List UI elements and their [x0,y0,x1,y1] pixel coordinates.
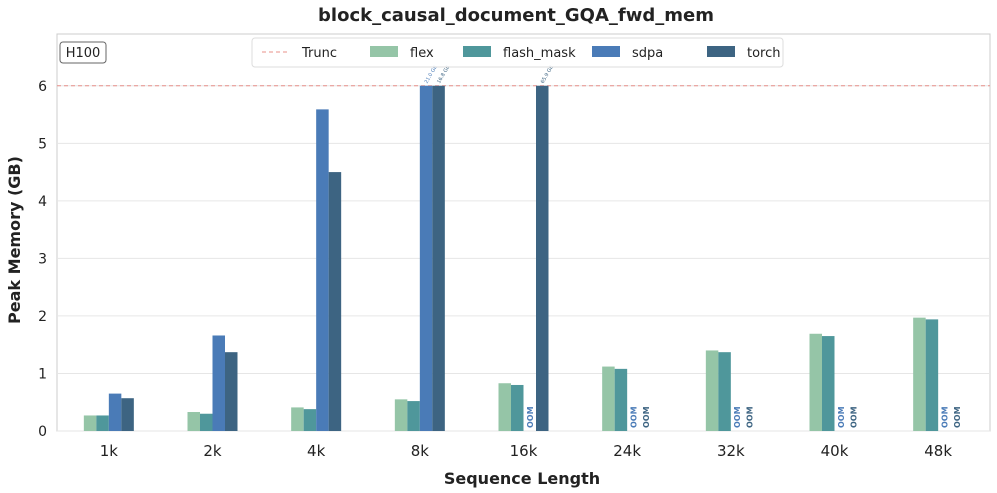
x-axis-ticks: 1k 2k 4k 8k 16k 24k 32k 40k 48k [100,442,953,460]
bar-flex-24k [602,366,615,431]
bar-flex-32k [705,350,719,431]
bar-flex-8k [394,399,408,431]
legend: Trunc flex flash_mask sdpa torch [251,37,784,68]
legend-swatch [592,46,620,57]
legend-label: flex [410,46,434,61]
bar-flex-4k [291,407,304,431]
x-tick-label: 48k [924,442,952,460]
bar-sdpa-8k [419,85,433,432]
legend-label: sdpa [632,46,663,61]
y-tick-label: 2 [38,309,47,325]
oom-label: OOM [629,406,638,428]
bar-flash_mask-32k [718,352,731,431]
x-tick-label: 1k [100,442,119,460]
legend-item-sdpa: sdpa [592,46,663,61]
bar-flex-16k [498,383,511,431]
y-tick-label: 6 [38,79,47,95]
bar-sdpa-4k [316,109,329,431]
bar-flex-48k [913,317,926,431]
legend-label: torch [747,46,781,61]
bar-flash_mask-24k [614,368,628,431]
x-tick-label: 2k [203,442,222,460]
hw-badge-box [59,41,107,64]
oom-label: OOM [746,406,755,428]
x-tick-label: 4k [307,442,326,460]
oom-label: OOM [940,406,949,428]
bar-flash_mask-40k [822,336,835,431]
bar-flash_mask-48k [925,319,939,431]
y-tick-label: 3 [38,251,47,267]
x-tick-label: 24k [613,442,641,460]
x-tick-label: 8k [411,442,430,460]
bar-flash_mask-2k [200,413,213,431]
y-axis-ticks: 0 1 2 3 4 5 6 [38,79,47,440]
legend-swatch [463,46,491,57]
bar-flash_mask-1k [96,415,109,431]
bar-torch-8k [432,85,445,432]
y-tick-label: 5 [38,136,47,152]
legend-item-flex: flex [370,46,434,61]
legend-swatch [370,46,398,57]
bar-flex-2k [187,412,200,431]
y-tick-label: 0 [38,424,47,440]
bar-torch-16k [536,85,549,432]
oom-label: OOM [837,406,846,428]
bar-torch-1k [121,398,134,431]
hw-badge-label: H100 [66,46,101,61]
legend-box [251,37,784,68]
legend-swatch [707,46,735,57]
y-tick-label: 4 [38,194,47,210]
oom-label: OOM [849,406,858,428]
x-axis-label: Sequence Length [444,469,600,488]
x-tick-label: 40k [821,442,849,460]
bar-flex-1k [83,415,97,431]
oom-label: OOM [733,406,742,428]
plot-area [56,33,991,432]
legend-label: flash_mask [503,46,576,61]
bar-flex-40k [809,333,822,431]
bar-torch-4k [328,172,342,431]
hw-badge: H100 [59,41,107,64]
legend-item-Trunc: Trunc [262,46,337,61]
x-tick-label: 16k [510,442,538,460]
bar-flash_mask-4k [303,409,317,431]
bar-flash_mask-16k [511,384,524,431]
bar-torch-2k [225,352,238,431]
bar-sdpa-1k [108,393,122,431]
bar-sdpa-2k [212,335,225,431]
chart-title: block_causal_document_GQA_fwd_mem [318,5,714,26]
bar-flash_mask-8k [407,401,420,431]
legend-label: Trunc [301,46,337,61]
y-axis-label: Peak Memory (GB) [5,156,24,324]
y-tick-label: 1 [38,366,47,382]
oom-label: OOM [642,406,651,428]
x-tick-label: 32k [717,442,745,460]
legend-item-flash_mask: flash_mask [463,46,576,61]
oom-label: OOM [953,406,962,428]
legend-item-torch: torch [707,46,781,61]
oom-label: OOM [526,406,535,428]
